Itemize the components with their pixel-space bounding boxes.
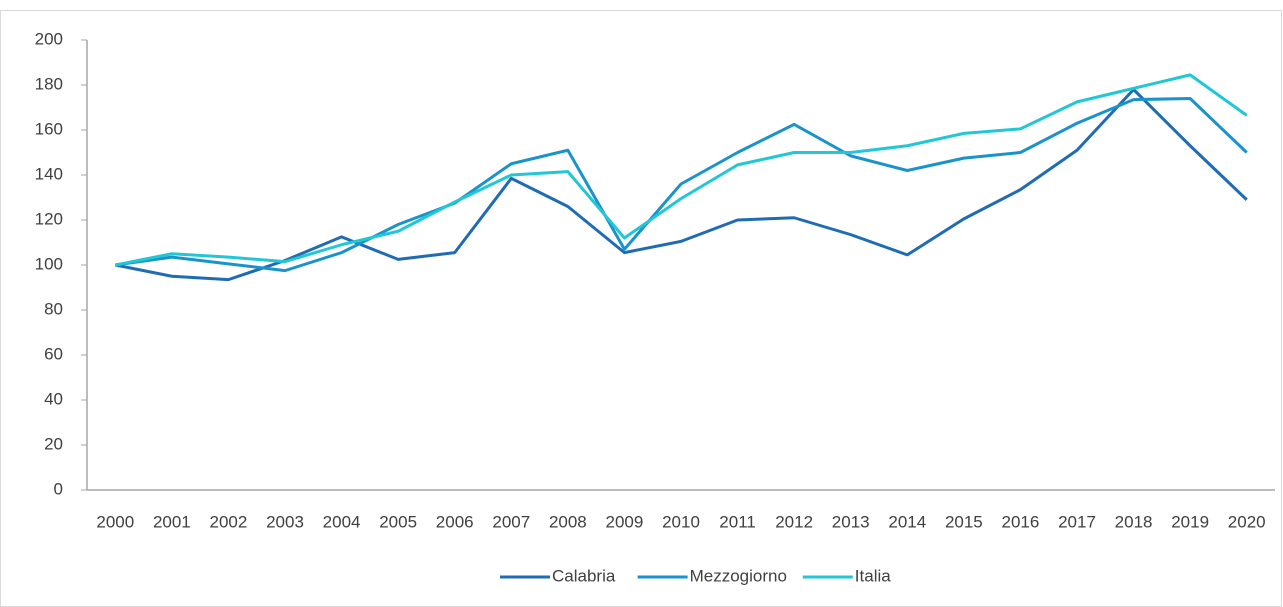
y-tick-label: 60: [44, 344, 63, 363]
legend-label: Calabria: [552, 566, 616, 585]
y-tick-label: 120: [35, 209, 63, 228]
y-tick-label: 0: [54, 479, 63, 498]
x-tick-label: 2018: [1115, 512, 1153, 531]
y-tick-label: 80: [44, 299, 63, 318]
y-tick-label: 40: [44, 389, 63, 408]
x-tick-label: 2008: [549, 512, 587, 531]
x-tick-label: 2019: [1171, 512, 1209, 531]
x-tick-label: 2017: [1058, 512, 1096, 531]
x-tick-label: 2002: [210, 512, 248, 531]
series-line: [114, 88, 1248, 282]
x-tick-label: 2001: [153, 512, 191, 531]
x-tick-label: 2013: [832, 512, 870, 531]
x-tick-label: 2006: [436, 512, 474, 531]
y-tick-label: 20: [44, 434, 63, 453]
x-tick-label: 2000: [96, 512, 134, 531]
x-tick-label: 2014: [888, 512, 926, 531]
y-tick-label: 140: [35, 164, 63, 183]
x-tick-label: 2012: [775, 512, 813, 531]
x-tick-label: 2003: [266, 512, 304, 531]
x-tick-label: 2005: [379, 512, 417, 531]
chart-border: [0, 10, 1282, 607]
x-tick-label: 2011: [719, 512, 756, 531]
y-tick-label: 100: [35, 254, 63, 273]
legend-label: Italia: [855, 566, 891, 585]
x-tick-label: 2009: [606, 512, 644, 531]
y-tick-label: 180: [35, 74, 63, 93]
x-tick-label: 2004: [323, 512, 361, 531]
series-line: [114, 73, 1248, 267]
x-tick-label: 2015: [945, 512, 983, 531]
legend-label: Mezzogiorno: [690, 566, 787, 585]
x-tick-label: 2020: [1228, 512, 1266, 531]
series-line: [115, 97, 1248, 273]
x-tick-label: 2007: [492, 512, 530, 531]
y-tick-label: 160: [35, 119, 63, 138]
y-tick-label: 200: [35, 29, 63, 48]
x-tick-label: 2016: [1002, 512, 1040, 531]
x-tick-label: 2010: [662, 512, 700, 531]
